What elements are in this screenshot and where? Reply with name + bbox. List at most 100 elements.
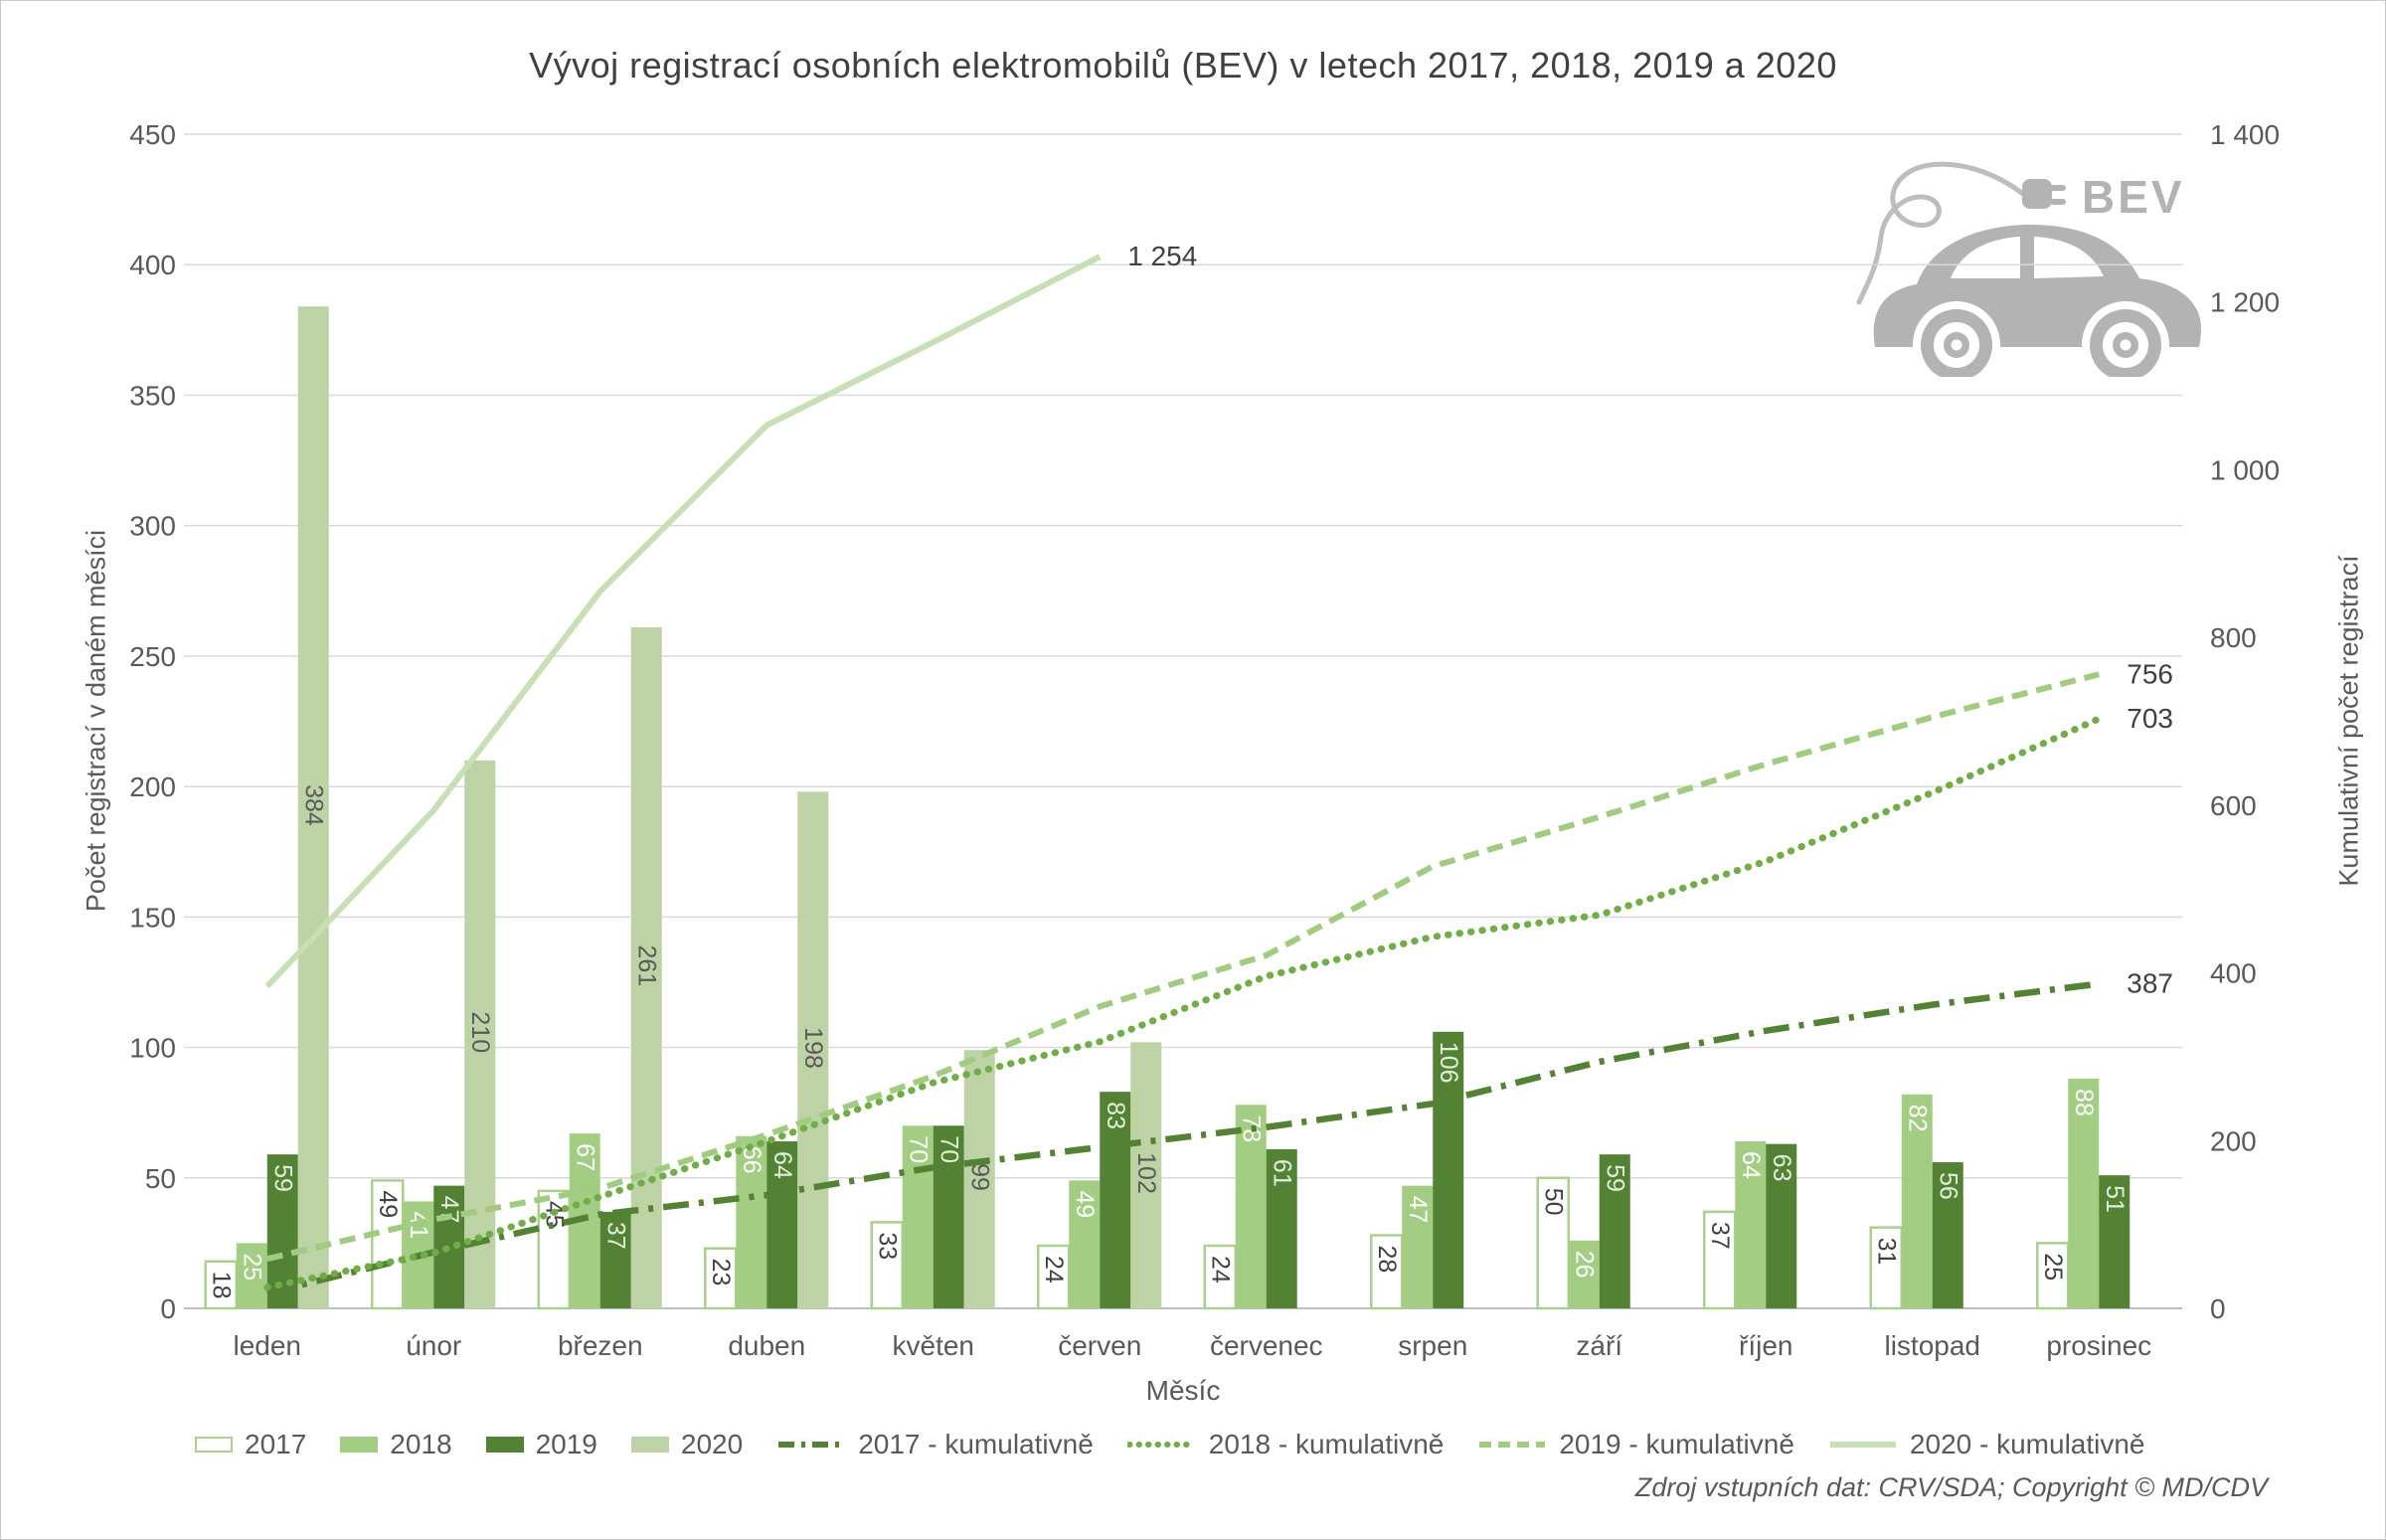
bar <box>1536 1176 1570 1310</box>
bar <box>2099 1175 2130 1308</box>
left-tick-label: 50 <box>145 1163 176 1194</box>
bar-value-label: 102 <box>1132 1152 1160 1194</box>
bar-value-label: 26 <box>1570 1251 1598 1279</box>
right-tick-label: 0 <box>2210 1293 2226 1324</box>
line-series-2017 - kumulativně: 387 <box>265 968 2173 1296</box>
legend-item-2018: 2018 <box>340 1429 452 1460</box>
legend-item-2019: 2019 <box>485 1429 597 1460</box>
line-series-2020 - kumulativně: 1 254 <box>264 241 1197 989</box>
month-label: květen <box>893 1330 975 1361</box>
left-tick-label: 400 <box>129 250 176 280</box>
gridlines <box>184 133 2182 1309</box>
legend-label: 2017 <box>245 1429 307 1459</box>
bar-value-label: 70 <box>935 1135 962 1163</box>
bev-car-icon: BEV <box>1856 161 2201 377</box>
bev-logo-label: BEV <box>2082 171 2185 223</box>
bar-value-label: 63 <box>1768 1154 1795 1182</box>
bar-value-label: 261 <box>632 945 660 987</box>
left-tick-label: 150 <box>129 902 176 933</box>
month-label: listopad <box>1884 1330 1980 1361</box>
line-end-label: 387 <box>2127 968 2173 999</box>
line-series-2018 - kumulativně: 703 <box>263 703 2173 1291</box>
right-tick-label: 1 400 <box>2210 119 2280 150</box>
month-label: červen <box>1058 1330 1141 1361</box>
left-tick-label: 100 <box>129 1033 176 1064</box>
legend-item-2019-kumulativn-: 2019 - kumulativně <box>1477 1429 1794 1460</box>
bar-value-label: 28 <box>1373 1246 1401 1274</box>
bar <box>1901 1094 1933 1308</box>
legend-item-2020: 2020 <box>630 1429 743 1460</box>
bar-value-label: 50 <box>1539 1188 1567 1216</box>
bar <box>236 1243 267 1308</box>
month-label: srpen <box>1398 1330 1467 1361</box>
left-tick-label: 250 <box>129 641 176 672</box>
legend-label: 2017 - kumulativně <box>858 1429 1094 1459</box>
legend-line-swatch <box>1479 1442 1546 1448</box>
x-axis-title: Měsíc <box>1145 1375 1221 1406</box>
line-end-label: 703 <box>2127 703 2173 734</box>
legend-bar-swatch <box>340 1437 379 1453</box>
left-tick-label: 450 <box>129 119 176 150</box>
bar-value-label: 70 <box>904 1135 932 1163</box>
legend-item-2020-kumulativn-: 2020 - kumulativně <box>1828 1429 2145 1460</box>
bar-value-label: 37 <box>601 1222 629 1250</box>
bar <box>1869 1226 1903 1310</box>
month-label: březen <box>558 1330 643 1361</box>
bar-value-label: 51 <box>2101 1185 2129 1213</box>
bar-value-label: 106 <box>1435 1042 1462 1084</box>
bar-value-label: 64 <box>768 1151 796 1179</box>
legend-line-swatch <box>1126 1442 1197 1448</box>
bar-value-label: 67 <box>571 1143 598 1171</box>
bar-value-label: 18 <box>207 1272 235 1299</box>
bar <box>963 1050 995 1308</box>
bar <box>1266 1148 1297 1308</box>
legend-label: 2020 - kumulativně <box>1909 1429 2145 1459</box>
legend-label: 2018 <box>390 1429 452 1459</box>
month-label: říjen <box>1739 1330 1792 1361</box>
cumulative-line <box>266 671 2100 1263</box>
line-end-label: 756 <box>2127 658 2173 689</box>
bar <box>870 1221 904 1310</box>
right-tick-label: 600 <box>2210 790 2257 821</box>
bar <box>1130 1042 1162 1308</box>
bar <box>933 1125 964 1308</box>
bar-value-label: 31 <box>1872 1238 1900 1266</box>
cumulative-line <box>265 980 2100 1296</box>
cumulative-line <box>264 254 1102 989</box>
legend-item-2017: 2017 <box>195 1429 306 1460</box>
bar-value-label: 47 <box>1404 1196 1432 1224</box>
cumulative-line <box>263 715 2103 1291</box>
month-label: prosinec <box>2046 1330 2151 1361</box>
bar-value-label: 61 <box>1268 1159 1295 1187</box>
bar-value-label: 25 <box>238 1253 265 1281</box>
bar <box>1433 1031 1464 1308</box>
line-series-2019 - kumulativně: 756 <box>266 658 2173 1263</box>
month-label: duben <box>728 1330 805 1361</box>
legend-bar-swatch <box>630 1437 669 1453</box>
bar <box>599 1211 631 1308</box>
bar-value-label: 88 <box>2070 1089 2098 1116</box>
bar-series-2019: 59 47 37 64 70 83 61 106 59 63 56 51 <box>266 1031 2130 1308</box>
bar <box>767 1141 798 1308</box>
charging-cable <box>1856 161 2027 305</box>
bar-value-label: 56 <box>1934 1172 1961 1200</box>
bar <box>902 1125 934 1308</box>
legend-item-2017-kumulativn-: 2017 - kumulativně <box>776 1429 1094 1460</box>
left-tick-label: 0 <box>160 1293 176 1324</box>
right-axis-ticks: 0 200 400 600 800 1 000 1 200 1 400 <box>2210 119 2280 1324</box>
bar <box>204 1260 238 1310</box>
bar-value-label: 25 <box>2039 1253 2067 1281</box>
bar-value-label: 49 <box>1071 1190 1099 1218</box>
chart-title: Vývoj registrací osobních elektromobilů … <box>529 45 1837 86</box>
bar <box>1735 1141 1767 1308</box>
right-tick-label: 800 <box>2210 622 2257 653</box>
bar-value-label: 83 <box>1102 1102 1129 1129</box>
month-label: červenec <box>1210 1330 1323 1361</box>
bar-value-label: 198 <box>799 1027 827 1069</box>
legend-line-swatch <box>1829 1442 1896 1448</box>
bar-value-label: 33 <box>873 1232 901 1260</box>
bar <box>1766 1143 1797 1308</box>
car-body <box>1873 225 2201 377</box>
